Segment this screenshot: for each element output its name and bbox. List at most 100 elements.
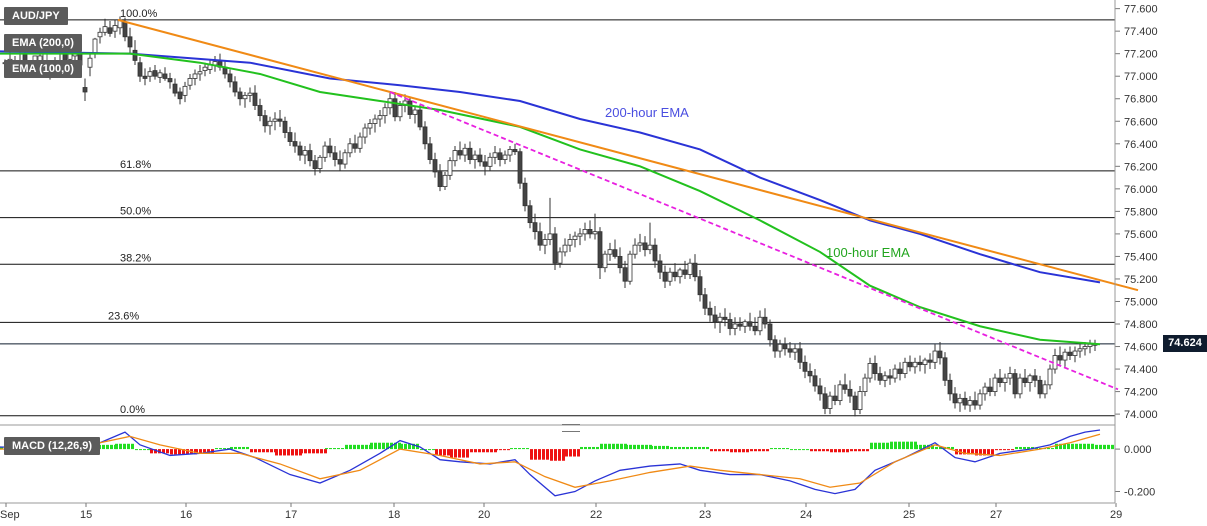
macd-histogram-bar [106, 444, 109, 450]
macd-histogram-bar [507, 449, 510, 451]
candle-body [322, 145, 328, 158]
candle-body [557, 251, 563, 264]
macd-histogram-bar [971, 449, 974, 455]
candle-body [372, 118, 378, 124]
y-tick-label: 77.200 [1124, 49, 1158, 61]
macd-histogram-bar [963, 449, 966, 455]
macd-histogram-bar [874, 442, 877, 450]
macd-histogram-bar [474, 449, 477, 453]
ema200-badge[interactable]: EMA (200,0) [4, 34, 82, 52]
panel-resize-handle[interactable] [562, 424, 580, 432]
candle-body [302, 150, 308, 156]
candle-body [707, 307, 713, 316]
macd-histogram-bar [898, 441, 901, 450]
macd-histogram-bar [987, 449, 990, 456]
candle-body [817, 385, 823, 395]
macd-histogram-bar [394, 442, 397, 450]
candle-body [607, 249, 613, 255]
macd-histogram-bar [546, 449, 549, 460]
indicator-lines [0, 18, 1139, 391]
macd-histogram-bar [454, 449, 457, 458]
macd-histogram-bar [1047, 448, 1050, 450]
macd-histogram-bar [778, 448, 781, 450]
candle-body [922, 359, 928, 365]
macd-histogram-bar [1063, 443, 1066, 450]
candle-body [932, 350, 938, 363]
macd-histogram-bar [110, 444, 113, 450]
candle-body [462, 147, 468, 156]
candle-body [267, 120, 273, 127]
candle-body [942, 357, 948, 381]
macd-histogram-bar [919, 444, 922, 450]
candle-body [427, 143, 433, 160]
candle-body [887, 375, 893, 379]
candle-body [437, 171, 443, 187]
macd-badge[interactable]: MACD (12,26,9) [4, 437, 101, 455]
axes: 77.600 77.400 77.200 77.000 76.800 76.600 76.4… [0, 0, 1158, 521]
macd-histogram-bar [174, 449, 177, 455]
macd-histogram-bar [830, 449, 833, 453]
candle-body [627, 253, 633, 282]
candle-body [1012, 373, 1018, 395]
macd-histogram-bar [227, 448, 230, 450]
candle-body [537, 231, 543, 246]
macd-y-tick-label: 0.000 [1124, 444, 1152, 456]
macd-histogram-bar [991, 449, 994, 456]
candle-body [532, 222, 538, 233]
macd-histogram-bar [1087, 443, 1090, 450]
macd-histogram-bar [320, 449, 323, 454]
macd-histogram-bar [798, 449, 801, 451]
candle-body [1007, 373, 1013, 379]
macd-histogram-bar [102, 444, 105, 450]
macd-histogram-bar [1103, 444, 1106, 450]
x-tick-label: 29 [1110, 509, 1122, 521]
candle-body [977, 393, 983, 406]
macd-histogram-bar [287, 449, 290, 456]
candle-body [152, 70, 158, 77]
macd-histogram-bar [478, 449, 481, 453]
macd-histogram-bar [782, 448, 785, 450]
ema100-badge[interactable]: EMA (100,0) [4, 60, 82, 78]
candle-body [867, 363, 873, 379]
macd-histogram-bar [573, 449, 576, 457]
candle-body [657, 260, 663, 273]
macd-histogram-bar [308, 449, 311, 454]
symbol-badge[interactable]: AUD/JPY [4, 7, 68, 25]
candle-body [397, 105, 403, 118]
macd-histogram-bar [115, 443, 118, 450]
macd-histogram-bar [850, 449, 853, 452]
macd-histogram-bar [726, 449, 729, 452]
macd-histogram-bar [266, 449, 269, 453]
macd-histogram-bar [886, 442, 889, 450]
macd-histogram-bar [494, 449, 497, 453]
macd-histogram-bar [714, 449, 717, 452]
candle-body [467, 147, 473, 160]
fib-label: 50.0% [120, 206, 151, 218]
candle-body [772, 339, 778, 352]
macd-histogram-bar [357, 444, 360, 450]
y-tick-label: 74.400 [1124, 364, 1158, 376]
current-price-tag: 74.624 [1163, 335, 1207, 352]
macd-histogram-bar [526, 448, 529, 450]
macd-histogram-bar [592, 446, 595, 450]
macd-histogram-bar [706, 446, 709, 450]
candle-body [837, 384, 843, 401]
macd-histogram-bar [435, 449, 438, 456]
candle-body [677, 269, 683, 278]
candle-body [647, 244, 653, 251]
candle-body [857, 391, 863, 411]
candle-body [382, 107, 388, 117]
macd-histogram-bar [143, 449, 146, 451]
macd-histogram-bar [558, 449, 561, 461]
candle-body [1077, 348, 1083, 352]
macd-histogram-bar [219, 448, 222, 450]
candle-body [512, 149, 518, 153]
macd-histogram-bar [283, 449, 286, 456]
candle-body [87, 57, 93, 68]
candle-body [592, 231, 598, 235]
fib-label: 61.8% [120, 159, 151, 171]
macd-histogram-bar [538, 449, 541, 460]
candle-body [952, 393, 958, 404]
candle-body [962, 397, 968, 406]
